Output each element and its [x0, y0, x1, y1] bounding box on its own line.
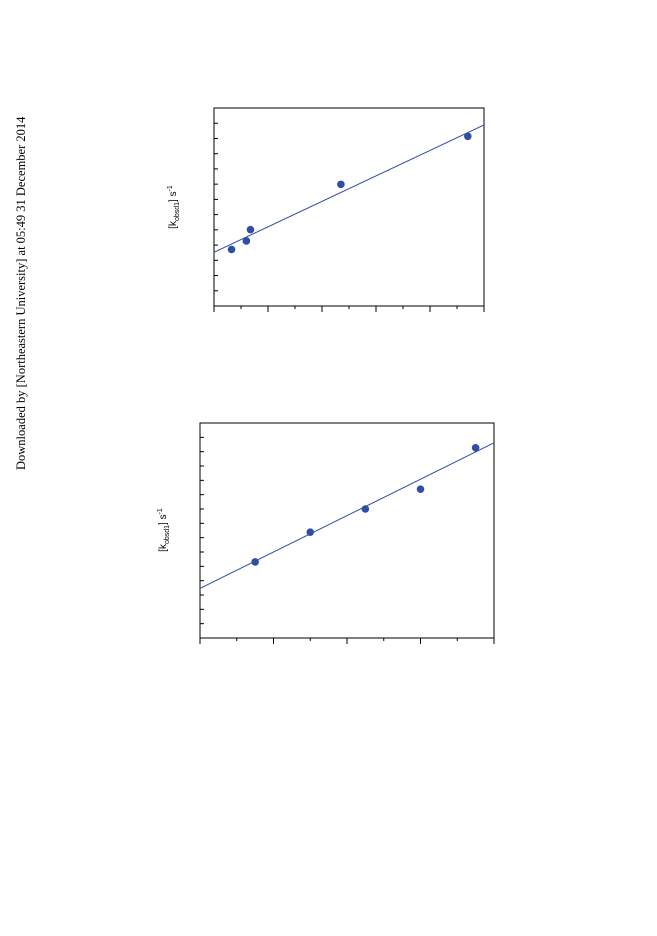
data-point-1 [227, 245, 236, 254]
fit-line [200, 442, 494, 589]
plot-frame [213, 107, 485, 307]
data-point-3 [361, 505, 370, 513]
data-point-2 [242, 237, 251, 245]
data-point-4 [337, 180, 345, 189]
data-point-1 [251, 558, 259, 566]
data-point-3 [246, 225, 255, 234]
chart-2: [kobsd1] s-1 [157, 422, 495, 644]
data-point-2 [306, 528, 315, 536]
data-point-4 [416, 485, 425, 493]
y-axis-label: [kobsd1] s-1 [167, 185, 181, 229]
plot-frame [199, 422, 495, 639]
data-point-5 [471, 444, 480, 452]
chart-1: [kobsd1] s-1 [167, 107, 485, 312]
data-point-5 [464, 132, 472, 141]
y-axis-label: [kobsd1] s-1 [157, 508, 171, 552]
fit-line [214, 124, 484, 253]
